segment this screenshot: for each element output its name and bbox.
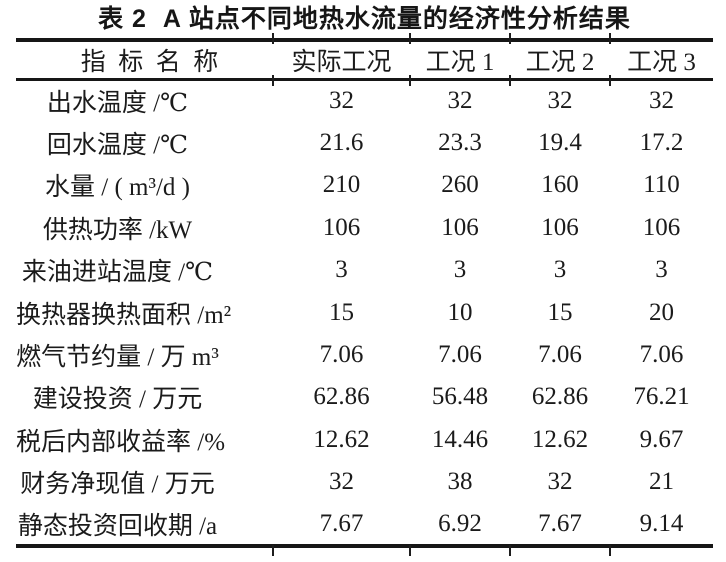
cell-value: 106 [541,213,579,241]
cell-value: 3 [553,256,567,284]
column-rule-tick [509,75,511,86]
cell-value: 7.06 [538,341,582,369]
cell-value: 56.48 [431,383,489,411]
table-row: 来油进站温度 /℃ 3 3 3 3 [16,249,713,291]
cell-value: 32 [649,87,674,115]
cell-value: 160 [541,171,579,199]
cell-value: 38 [447,468,473,496]
column-rule-tick [272,545,274,556]
cell-value: 12.62 [313,425,370,453]
cell-value: 62.86 [531,383,589,411]
table-row: 财务净现值 / 万元 32 38 32 21 [16,461,713,503]
cell-value: 15 [547,298,573,326]
cell-value: 17.2 [639,129,684,157]
column-rule-tick [509,545,511,556]
table-row: 出水温度 /℃ 32 32 32 32 [16,80,713,122]
cell-value: 32 [447,87,473,115]
cell-value: 15 [329,298,354,326]
cell-value: 7.06 [639,341,684,369]
cell-value: 106 [322,213,361,241]
column-rule-tick [272,75,274,86]
header-row: 指标名称 实际工况 工况 1 工况 2 工况 3 [16,40,713,80]
economic-analysis-table: 指标名称 实际工况 工况 1 工况 2 工况 3 出水温度 /℃ 32 32 3… [16,38,713,548]
cell-value: 3 [335,256,348,284]
cell-value: 62.86 [313,383,370,411]
column-rule-tick [609,75,611,86]
column-rule-tick [609,545,611,556]
header-cell-indicator: 指标名称 [80,49,231,76]
cell-value: 3 [655,256,668,284]
cell-value: 21 [649,468,674,496]
row-label: 水量 / ( m³/d ) [45,174,190,202]
cell-value: 32 [547,87,573,115]
table-row: 燃气节约量 / 万 m³ 7.06 7.06 7.06 7.06 [16,334,713,376]
table-row: 静态投资回收期 /a 7.67 6.92 7.67 9.14 [16,503,713,545]
column-rule-tick [409,545,411,556]
header-cell-case-1: 工况 1 [425,49,495,76]
table-row: 建设投资 / 万元 62.86 56.48 62.86 76.21 [16,376,713,418]
cell-value: 32 [547,468,573,496]
row-label: 建设投资 / 万元 [32,386,203,414]
cell-value: 23.3 [438,129,482,157]
row-label: 燃气节约量 / 万 m³ [16,344,219,372]
cell-value: 110 [643,171,680,199]
table-row: 回水温度 /℃ 21.6 23.3 19.4 17.2 [16,122,713,164]
row-label: 换热器换热面积 /m² [16,301,232,329]
cell-value: 9.67 [639,425,684,453]
header-cell-case-2: 工况 2 [525,49,595,76]
cell-value: 14.46 [431,425,489,453]
header-cell-actual-condition: 实际工况 [291,49,392,76]
row-label: 税后内部收益率 /% [16,428,226,456]
cell-value: 76.21 [633,383,690,411]
row-label: 静态投资回收期 /a [17,512,218,540]
cell-value: 3 [453,256,467,284]
cell-value: 7.67 [538,509,582,537]
cell-value: 7.06 [438,341,482,369]
column-rule-tick [509,33,511,44]
cell-value: 32 [329,468,354,496]
cell-value: 20 [649,298,674,326]
table-row: 水量 / ( m³/d ) 210 260 160 110 [16,164,713,206]
column-rule-tick [409,75,411,86]
cell-value: 19.4 [538,129,582,157]
cell-value: 32 [329,87,354,115]
cell-value: 21.6 [319,129,364,157]
cell-value: 12.62 [531,425,589,453]
column-rule-tick [609,33,611,44]
table-caption: 表 2 A 站点不同地热水流量的经济性分析结果 [98,5,631,33]
column-rule-tick [409,33,411,44]
row-label: 回水温度 /℃ [46,132,189,160]
table-row: 税后内部收益率 /% 12.62 14.46 12.62 9.67 [16,419,713,461]
cell-value: 106 [642,213,681,241]
cell-value: 9.14 [639,509,684,537]
column-rule-tick [272,33,274,44]
row-label: 来油进站温度 /℃ [21,259,214,287]
row-label: 财务净现值 / 万元 [20,471,215,499]
cell-value: 260 [441,171,479,199]
cell-value: 7.06 [319,341,364,369]
table-row: 供热功率 /kW 106 106 106 106 [16,207,713,249]
cell-value: 10 [447,298,473,326]
cell-value: 6.92 [438,509,482,537]
row-label: 供热功率 /kW [42,216,193,244]
cell-value: 7.67 [319,509,364,537]
row-label: 出水温度 /℃ [46,90,189,118]
header-cell-case-3: 工况 3 [627,49,696,76]
table-row: 换热器换热面积 /m² 15 10 15 20 [16,291,713,333]
cell-value: 210 [322,171,361,199]
cell-value: 106 [441,213,479,241]
